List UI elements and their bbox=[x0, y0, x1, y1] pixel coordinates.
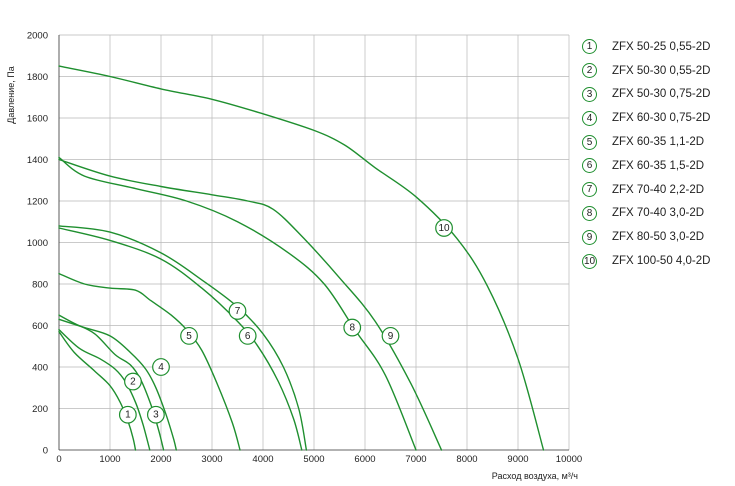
curve-marker-4: 4 bbox=[152, 358, 170, 376]
curve-series-3 bbox=[58, 314, 165, 451]
marker-number: 6 bbox=[245, 331, 251, 342]
y-tick-label: 1800 bbox=[27, 72, 48, 83]
legend: 1 ZFX 50-25 0,55-2D 2 ZFX 50-30 0,55-2D 3 ZFX… bbox=[582, 35, 732, 273]
legend-label: ZFX 60-30 0,75-2D bbox=[612, 112, 711, 125]
legend-number-badge: 7 bbox=[582, 182, 597, 198]
legend-item: 10 ZFX 100-50 4,0-2D bbox=[582, 249, 732, 273]
x-tick-label: 1000 bbox=[99, 454, 120, 465]
curve-series-2 bbox=[58, 328, 151, 451]
x-tick-label: 10000 bbox=[556, 454, 582, 465]
legend-number-badge: 2 bbox=[582, 63, 597, 79]
legend-item: 8 ZFX 70-40 3,0-2D bbox=[582, 202, 732, 226]
curve-marker-7: 7 bbox=[228, 302, 247, 320]
legend-label: ZFX 50-30 0,75-2D bbox=[612, 88, 711, 101]
x-tick-label: 5000 bbox=[303, 454, 324, 465]
y-tick-label: 600 bbox=[32, 321, 48, 332]
legend-item: 6 ZFX 60-35 1,5-2D bbox=[582, 154, 732, 178]
curves bbox=[58, 65, 545, 451]
x-tick-label: 4000 bbox=[252, 454, 273, 465]
y-tick-label: 1200 bbox=[27, 197, 48, 208]
legend-label: ZFX 50-30 0,55-2D bbox=[612, 64, 711, 77]
tick-labels: 0 1000 2000 3000 4000 5000 6000 7000 8000 9000 100… bbox=[27, 31, 582, 466]
marker-number: 2 bbox=[130, 377, 136, 388]
legend-label: ZFX 60-35 1,1-2D bbox=[612, 136, 705, 149]
marker-number: 10 bbox=[438, 223, 450, 234]
legend-item: 7 ZFX 70-40 2,2-2D bbox=[582, 178, 732, 202]
marker-circle bbox=[180, 326, 198, 345]
x-tick-label: 6000 bbox=[354, 454, 375, 465]
legend-item: 4 ZFX 60-30 0,75-2D bbox=[582, 106, 732, 130]
y-tick-label: 1000 bbox=[27, 238, 48, 249]
y-tick-label: 200 bbox=[32, 404, 48, 415]
curve-marker-5: 5 bbox=[180, 326, 198, 345]
x-axis-title: Расход воздуха, м³/ч bbox=[492, 471, 579, 481]
marker-number: 7 bbox=[235, 306, 241, 317]
x-tick-label: 3000 bbox=[201, 454, 222, 465]
legend-number-badge: 5 bbox=[582, 134, 597, 150]
marker-circle bbox=[118, 405, 137, 424]
marker-circle bbox=[146, 405, 165, 424]
legend-number-badge: 10 bbox=[582, 253, 597, 269]
marker-circle bbox=[381, 326, 400, 345]
curve-marker-2: 2 bbox=[124, 372, 142, 391]
curve-series-4 bbox=[58, 318, 177, 451]
y-axis-title: Давление, Па bbox=[6, 66, 16, 123]
y-tick-label: 2000 bbox=[27, 31, 48, 42]
curve-series-9 bbox=[58, 158, 443, 451]
legend-number-badge: 1 bbox=[582, 39, 597, 55]
legend-item: 2 ZFX 50-30 0,55-2D bbox=[582, 59, 732, 83]
curve-series-5 bbox=[58, 272, 241, 451]
curve-marker-9: 9 bbox=[381, 326, 400, 345]
y-tick-label: 800 bbox=[32, 280, 48, 291]
curve-series-1 bbox=[58, 331, 137, 451]
legend-item: 5 ZFX 60-35 1,1-2D bbox=[582, 130, 732, 154]
legend-number-badge: 9 bbox=[582, 229, 597, 245]
x-tick-label: 7000 bbox=[405, 454, 426, 465]
legend-number-badge: 8 bbox=[582, 205, 597, 221]
legend-item: 1 ZFX 50-25 0,55-2D bbox=[582, 35, 732, 59]
marker-circle bbox=[152, 358, 170, 376]
marker-number: 1 bbox=[125, 410, 131, 421]
marker-circle bbox=[435, 219, 453, 237]
curve-series-6 bbox=[58, 227, 303, 451]
marker-circle bbox=[228, 302, 247, 320]
legend-label: ZFX 80-50 3,0-2D bbox=[612, 231, 705, 244]
axes bbox=[58, 35, 569, 451]
curve-series-10 bbox=[58, 65, 545, 451]
marker-number: 4 bbox=[158, 362, 164, 373]
legend-label: ZFX 100-50 4,0-2D bbox=[612, 255, 711, 268]
marker-circle bbox=[124, 372, 142, 391]
curve-series-8 bbox=[58, 156, 417, 451]
x-tick-label: 2000 bbox=[150, 454, 171, 465]
legend-number-badge: 3 bbox=[582, 86, 597, 102]
marker-number: 3 bbox=[153, 410, 159, 421]
legend-label: ZFX 70-40 2,2-2D bbox=[612, 183, 705, 196]
curve-markers: 1 2 3 4 5 6 7 8 9 10 bbox=[118, 219, 453, 424]
legend-label: ZFX 70-40 3,0-2D bbox=[612, 207, 705, 220]
legend-item: 3 ZFX 50-30 0,75-2D bbox=[582, 83, 732, 107]
x-tick-label: 0 bbox=[56, 454, 61, 465]
curve-marker-6: 6 bbox=[238, 326, 257, 345]
legend-number-badge: 4 bbox=[582, 110, 597, 126]
x-tick-label: 9000 bbox=[507, 454, 528, 465]
y-tick-label: 400 bbox=[32, 363, 48, 374]
legend-label: ZFX 50-25 0,55-2D bbox=[612, 40, 711, 53]
marker-number: 9 bbox=[388, 331, 394, 342]
curve-marker-1: 1 bbox=[118, 405, 137, 424]
legend-label: ZFX 60-35 1,5-2D bbox=[612, 159, 705, 172]
marker-number: 5 bbox=[186, 331, 192, 342]
marker-number: 8 bbox=[349, 323, 355, 334]
curve-marker-10: 10 bbox=[435, 219, 453, 237]
legend-number-badge: 6 bbox=[582, 158, 597, 174]
legend-item: 9 ZFX 80-50 3,0-2D bbox=[582, 225, 732, 249]
curve-marker-3: 3 bbox=[146, 405, 165, 424]
y-tick-label: 1400 bbox=[27, 155, 48, 166]
curve-marker-8: 8 bbox=[343, 318, 362, 337]
marker-circle bbox=[343, 318, 362, 337]
y-tick-label: 1600 bbox=[27, 114, 48, 125]
x-tick-label: 8000 bbox=[456, 454, 477, 465]
y-tick-label: 0 bbox=[43, 446, 48, 457]
marker-circle bbox=[238, 326, 257, 345]
